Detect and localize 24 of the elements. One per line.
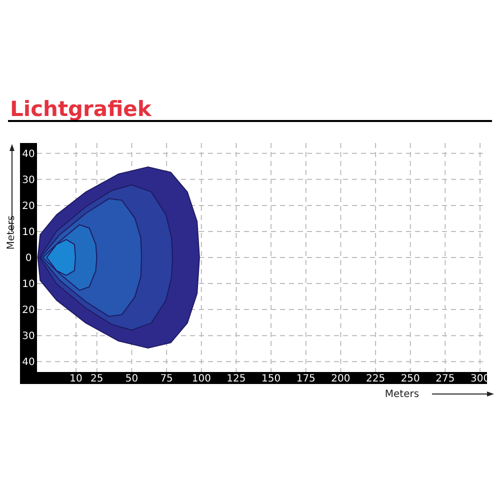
x-tick-label: 250 [400,374,420,384]
chart-title: Lichtgrafiek [10,97,152,121]
x-tick-label: 100 [192,374,211,384]
x-tick-label: 175 [296,374,316,384]
x-tick-label: 200 [331,374,350,384]
x-tick-label: 275 [436,374,455,384]
x-tick-label: 75 [160,374,173,384]
y-tick-label: 10 [22,226,35,238]
y-axis-title: Meters [6,215,17,250]
y-tick-label: 0 [25,253,32,264]
y-tick-label: 30 [22,174,35,186]
x-tick-label: 125 [226,374,246,384]
y-tick-label: 40 [22,357,35,368]
x-tick-label: 10 [70,374,82,384]
x-tick-label: 25 [90,374,104,384]
y-tick-label: 20 [22,200,35,212]
x-tick-label: 150 [262,374,281,384]
y-tick-label: 10 [22,279,35,290]
y-tick-label: 40 [22,148,35,160]
y-tick-label: 30 [22,331,35,342]
x-tick-label: 225 [366,374,386,384]
y-tick-label: 20 [22,305,35,316]
x-axis-title: Meters [384,389,420,400]
x-tick-label: 50 [125,374,138,384]
